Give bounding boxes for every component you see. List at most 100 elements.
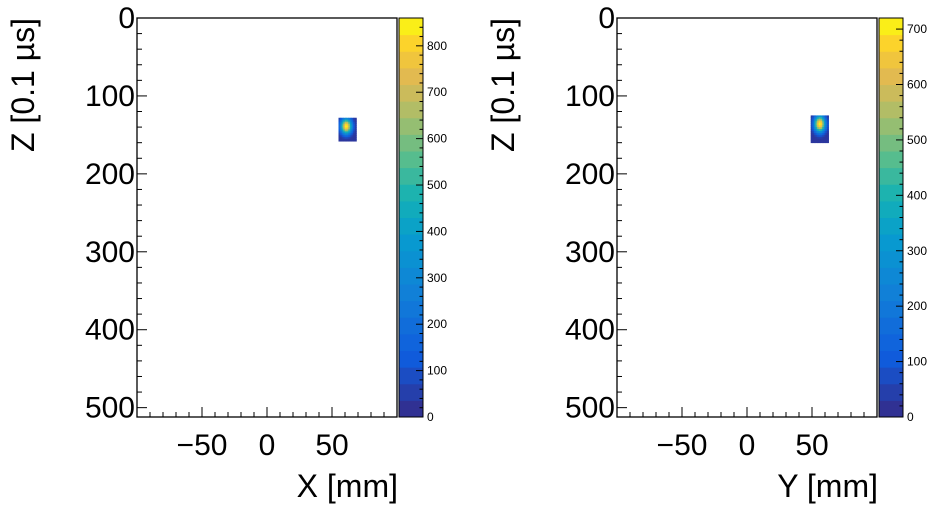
heatmap-cell <box>354 119 357 123</box>
heatmap-cell <box>351 127 354 130</box>
heatmap-cell <box>815 132 818 136</box>
heatmap-cell <box>820 136 823 140</box>
heatmap-cell <box>823 129 826 132</box>
x-tick-label: −50 <box>177 429 228 462</box>
heatmap-cell <box>812 127 815 130</box>
heatmap-cell <box>340 139 343 142</box>
heatmap-cell <box>825 131 828 134</box>
heatmap-cell <box>346 117 349 121</box>
y-tick-label: 500 <box>85 392 135 425</box>
colorbar-band <box>399 51 423 69</box>
heatmap-cell <box>351 125 354 128</box>
heatmap-cell <box>346 121 349 124</box>
colorbar-band <box>399 67 423 86</box>
colorbar-band <box>399 18 423 36</box>
heatmap-cell <box>349 121 352 124</box>
heatmap-cell <box>818 129 821 132</box>
heatmap-cell <box>345 133 348 136</box>
colorbar-band <box>879 300 903 318</box>
heatmap-cell <box>349 117 352 121</box>
heatmap-cell <box>813 136 816 140</box>
y-axis-title-right: Z [0.1 µs] <box>485 18 521 152</box>
colorbar-band <box>879 184 903 202</box>
heatmap-cell <box>813 138 816 142</box>
heatmap-cell <box>825 119 828 122</box>
heatmap-cell <box>817 119 820 122</box>
heatmap-cell <box>817 132 820 136</box>
colorbar-band <box>879 217 903 235</box>
heatmap-cell <box>810 138 813 142</box>
heatmap-cell <box>815 117 818 120</box>
heatmap-cell <box>345 119 348 123</box>
heatmap-cells-left <box>338 117 357 142</box>
colorbar-band <box>879 200 903 219</box>
heatmap-cell <box>812 134 815 138</box>
colorbar-band <box>879 67 903 86</box>
colorbar-tick-label: 700 <box>427 85 447 99</box>
colorbar-band <box>879 367 903 385</box>
heatmap-cell <box>813 121 816 124</box>
heatmap-cell <box>818 121 821 124</box>
heatmap-cell <box>823 123 826 126</box>
heatmap-cell <box>353 119 356 123</box>
colorbar-band <box>879 134 903 152</box>
heatmap-cell <box>348 133 351 136</box>
y-tick-label: 500 <box>565 392 615 425</box>
heatmap-cell <box>826 127 829 130</box>
heatmap-cell <box>823 138 826 142</box>
heatmap-cell <box>820 129 823 132</box>
heatmap-cell <box>346 131 349 134</box>
colorbar-band <box>879 250 903 268</box>
heatmap-cell <box>353 117 356 121</box>
y-tick-label: 400 <box>565 314 615 347</box>
colorbar-band <box>879 234 903 252</box>
heatmap-cell <box>343 139 346 142</box>
y-ticks-right: 0 100 200 300 400 500 <box>565 2 627 425</box>
heatmap-cell <box>353 121 356 124</box>
heatmap-cell <box>343 119 346 123</box>
y-tick-label: 300 <box>565 236 615 269</box>
heatmap-cell <box>820 117 823 120</box>
heatmap-cell <box>826 117 829 120</box>
y-tick-label: 300 <box>85 236 135 269</box>
frame-right <box>616 17 878 418</box>
colorbar-band <box>399 84 423 102</box>
heatmap-cell <box>810 134 813 138</box>
colorbar-band <box>879 400 903 418</box>
heatmap-cell <box>338 133 341 136</box>
heatmap-cell <box>338 139 341 142</box>
x-tick-label: −50 <box>657 429 708 462</box>
y-axis-title-left: Z [0.1 µs] <box>5 18 41 152</box>
heatmap-cell <box>353 129 356 132</box>
heatmap-cell <box>354 137 357 140</box>
heatmap-cell <box>338 117 341 121</box>
heatmap-cell <box>343 129 346 132</box>
colorbar-band <box>879 267 903 285</box>
heatmap-cell <box>343 121 346 124</box>
heatmap-cell <box>348 131 351 134</box>
heatmap-cell <box>810 136 813 140</box>
heatmap-cell <box>812 119 815 122</box>
colorbar-tick-label: 100 <box>427 364 447 378</box>
heatmap-cell <box>822 138 825 142</box>
heatmap-cell <box>825 115 828 118</box>
heatmap-cell <box>810 119 813 122</box>
heatmap-cell <box>817 129 820 132</box>
heatmap-cell <box>826 125 829 128</box>
heatmap-cell <box>354 117 357 121</box>
frame-left <box>136 17 398 418</box>
heatmap-cell <box>822 129 825 132</box>
heatmap-cell <box>825 117 828 120</box>
plot-frame <box>616 17 878 418</box>
colorbar-band <box>399 234 423 252</box>
heatmap-cell <box>340 135 343 138</box>
y-tick-label: 200 <box>565 158 615 191</box>
heatmap-cell <box>825 123 828 126</box>
heatmap-cell <box>812 138 815 142</box>
heatmap-cell <box>823 119 826 122</box>
heatmap-cell <box>349 119 352 123</box>
y-tick-label: 400 <box>85 314 135 347</box>
heatmap-cell <box>354 139 357 142</box>
heatmap-cell <box>817 121 820 124</box>
